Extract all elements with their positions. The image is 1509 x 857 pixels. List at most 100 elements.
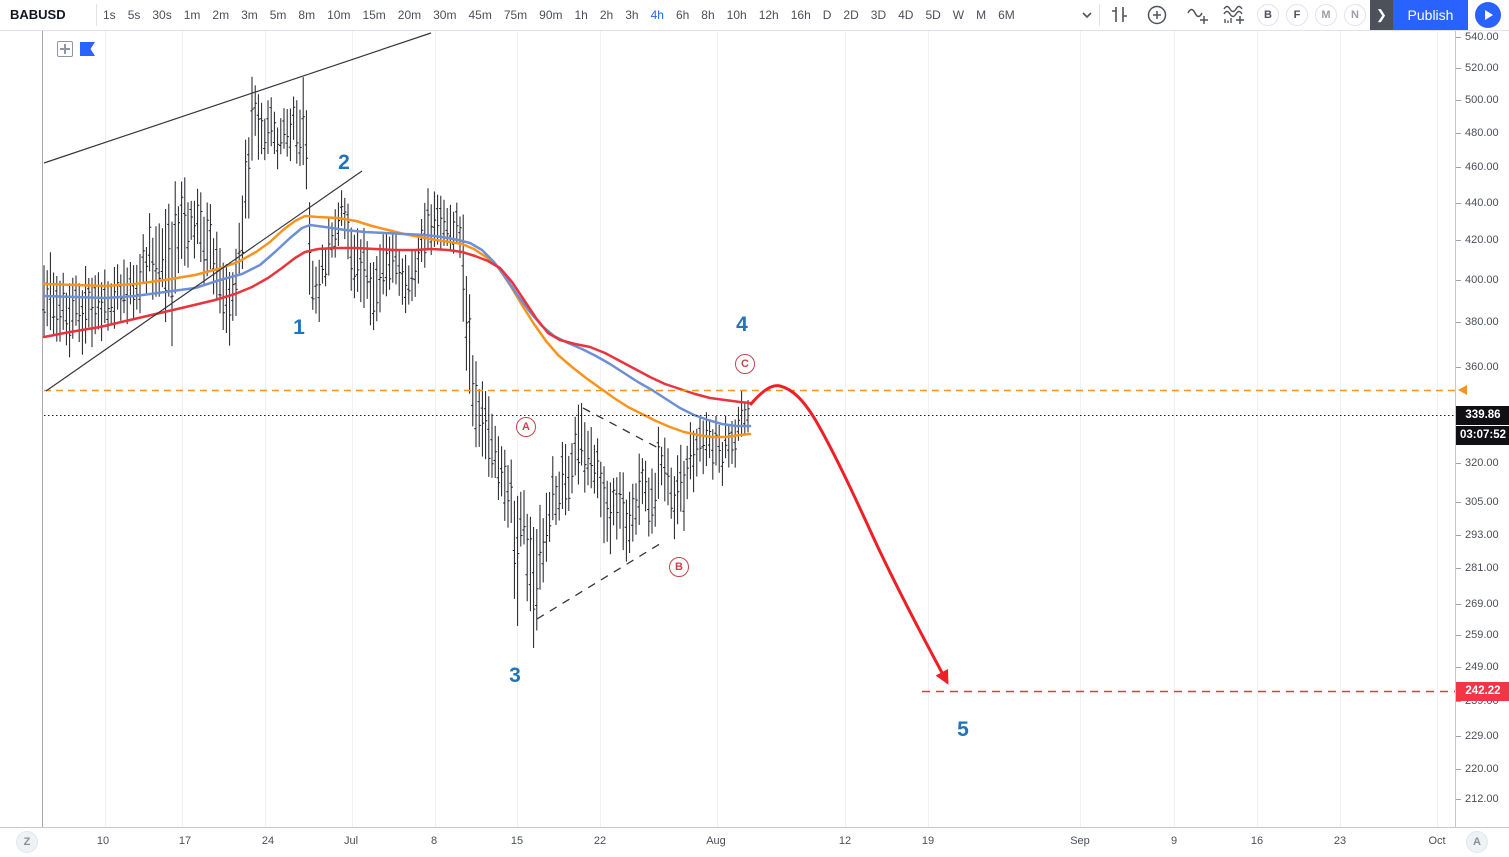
moving-averages bbox=[42, 214, 752, 439]
wave-label-1[interactable]: 1 bbox=[293, 316, 305, 339]
timeframe-45m[interactable]: 45m bbox=[468, 8, 492, 22]
time-label: 24 bbox=[261, 835, 275, 847]
quick-button-F[interactable]: F bbox=[1286, 4, 1308, 26]
timeframe-20m[interactable]: 20m bbox=[397, 8, 422, 22]
price-label: 281.00 bbox=[1465, 562, 1499, 574]
time-label: 23 bbox=[1333, 835, 1347, 847]
timeframe-5m[interactable]: 5m bbox=[269, 8, 287, 22]
time-label: Sep bbox=[1070, 835, 1090, 847]
price-tick bbox=[1456, 463, 1461, 464]
wave-label-5[interactable]: 5 bbox=[957, 718, 969, 741]
price-label: 520.00 bbox=[1465, 62, 1499, 74]
expand-toolbar-button[interactable]: ❯ bbox=[1370, 0, 1393, 30]
timeframe-bar: 1s 5s 30s 1m 2m 3m 5m 8m 10m 15m 20m 30m 45m 75m 90m 1h… bbox=[103, 0, 1015, 30]
quick-button-N[interactable]: N bbox=[1344, 4, 1366, 26]
chart-pan-area[interactable] bbox=[0, 30, 1455, 827]
letter-label-A[interactable]: A bbox=[516, 417, 536, 437]
price-axis[interactable]: 339.86 03:07:52 242.22 540.00 520.00 500.0… bbox=[1455, 30, 1509, 827]
time-label: Jul bbox=[343, 835, 359, 847]
timeframe-8m[interactable]: 8m bbox=[298, 8, 316, 22]
timeframe-2m[interactable]: 2m bbox=[212, 8, 230, 22]
timeframe-3m[interactable]: 3m bbox=[241, 8, 258, 22]
price-tick bbox=[1456, 240, 1461, 241]
price-tick bbox=[1456, 68, 1461, 69]
alert-marker-icon[interactable] bbox=[1458, 385, 1467, 395]
price-tick bbox=[1456, 535, 1461, 536]
current-price-tag: 339.86 bbox=[1456, 405, 1509, 425]
price-label: 400.00 bbox=[1465, 274, 1499, 286]
price-label: 420.00 bbox=[1465, 234, 1499, 246]
time-label: 16 bbox=[1250, 835, 1264, 847]
timeframe-90m[interactable]: 90m bbox=[539, 8, 563, 22]
price-label: 212.00 bbox=[1465, 793, 1499, 805]
bar-countdown-tag: 03:07:52 bbox=[1456, 425, 1509, 445]
publish-button[interactable]: Publish bbox=[1393, 0, 1468, 30]
timeframe-5D[interactable]: 5D bbox=[925, 8, 941, 22]
timeframe-2D[interactable]: 2D bbox=[843, 8, 859, 22]
timeframe-15m[interactable]: 15m bbox=[362, 8, 386, 22]
wave-label-2[interactable]: 2 bbox=[338, 151, 350, 174]
quick-button-M[interactable]: M bbox=[1315, 4, 1337, 26]
compare-add-icon[interactable] bbox=[1144, 2, 1171, 28]
auto-fit-button[interactable]: A bbox=[1466, 831, 1488, 853]
timeframe-1h[interactable]: 1h bbox=[574, 8, 588, 22]
letter-label-B[interactable]: B bbox=[669, 557, 689, 577]
chevron-down-icon[interactable] bbox=[1078, 6, 1096, 24]
indicators-add-icon[interactable] bbox=[1185, 2, 1212, 28]
price-label: 320.00 bbox=[1465, 457, 1499, 469]
play-icon[interactable] bbox=[1475, 2, 1501, 28]
wave-label-3[interactable]: 3 bbox=[509, 664, 521, 687]
timeframe-4D[interactable]: 4D bbox=[898, 8, 914, 22]
price-label: 220.00 bbox=[1465, 763, 1499, 775]
time-axis[interactable]: Z A 10 17 24 Jul 8 15 22 Aug 12 19 Sep 9 16 23 Oct bbox=[0, 827, 1509, 857]
top-toolbar: BABUSD 1s 5s 30s 1m 2m 3m 5m 8m 10m 15m 20m 30m 45m 7… bbox=[0, 0, 1509, 31]
timeframe-16h[interactable]: 16h bbox=[790, 8, 811, 22]
price-tick bbox=[1456, 280, 1461, 281]
timeframe-M[interactable]: M bbox=[976, 8, 987, 22]
price-tick bbox=[1456, 736, 1461, 737]
price-tick bbox=[1456, 203, 1461, 204]
timeframe-3D[interactable]: 3D bbox=[870, 8, 887, 22]
flag-icon[interactable] bbox=[80, 42, 95, 56]
price-label: 480.00 bbox=[1465, 127, 1499, 139]
timeframe-4h[interactable]: 4h bbox=[650, 8, 664, 22]
price-tick bbox=[1456, 37, 1461, 38]
drawings-layer[interactable] bbox=[43, 32, 1455, 693]
timeframe-1m[interactable]: 1m bbox=[183, 8, 201, 22]
timeframe-D[interactable]: D bbox=[822, 8, 832, 22]
timeframe-5s[interactable]: 5s bbox=[127, 8, 141, 22]
quick-button-B[interactable]: B bbox=[1257, 4, 1279, 26]
timeframe-3h[interactable]: 3h bbox=[625, 8, 639, 22]
bar-style-icon[interactable] bbox=[1106, 2, 1133, 28]
timeframe-10h[interactable]: 10h bbox=[726, 8, 747, 22]
add-alert-plus-icon[interactable] bbox=[57, 41, 73, 57]
price-label: 259.00 bbox=[1465, 629, 1499, 641]
timeframe-30s[interactable]: 30s bbox=[152, 8, 172, 22]
letter-label-C[interactable]: C bbox=[735, 354, 755, 374]
toolbar-separator bbox=[96, 4, 97, 26]
timeframe-6h[interactable]: 6h bbox=[675, 8, 690, 22]
timezone-button[interactable]: Z bbox=[16, 831, 38, 853]
price-tick bbox=[1456, 799, 1461, 800]
timeframe-10m[interactable]: 10m bbox=[327, 8, 351, 22]
timeframe-75m[interactable]: 75m bbox=[503, 8, 528, 22]
price-tick bbox=[1456, 133, 1461, 134]
symbol-title[interactable]: BABUSD bbox=[10, 7, 66, 22]
timeframe-1s[interactable]: 1s bbox=[103, 8, 116, 22]
price-label: 540.00 bbox=[1465, 31, 1499, 43]
timeframe-12h[interactable]: 12h bbox=[758, 8, 779, 22]
price-label: 360.00 bbox=[1465, 361, 1499, 373]
timeframe-8h[interactable]: 8h bbox=[701, 8, 715, 22]
price-label: 440.00 bbox=[1465, 197, 1499, 209]
price-tick bbox=[1456, 635, 1461, 636]
timeframe-6M[interactable]: 6M bbox=[998, 8, 1015, 22]
time-label: 9 bbox=[1170, 835, 1178, 847]
indicator-templates-icon[interactable] bbox=[1221, 2, 1248, 28]
wave-label-4[interactable]: 4 bbox=[736, 313, 748, 336]
timeframe-30m[interactable]: 30m bbox=[433, 8, 457, 22]
time-label: Oct bbox=[1428, 835, 1446, 847]
price-label: 460.00 bbox=[1465, 161, 1499, 173]
timeframe-2h[interactable]: 2h bbox=[599, 8, 614, 22]
timeframe-W[interactable]: W bbox=[952, 8, 965, 22]
